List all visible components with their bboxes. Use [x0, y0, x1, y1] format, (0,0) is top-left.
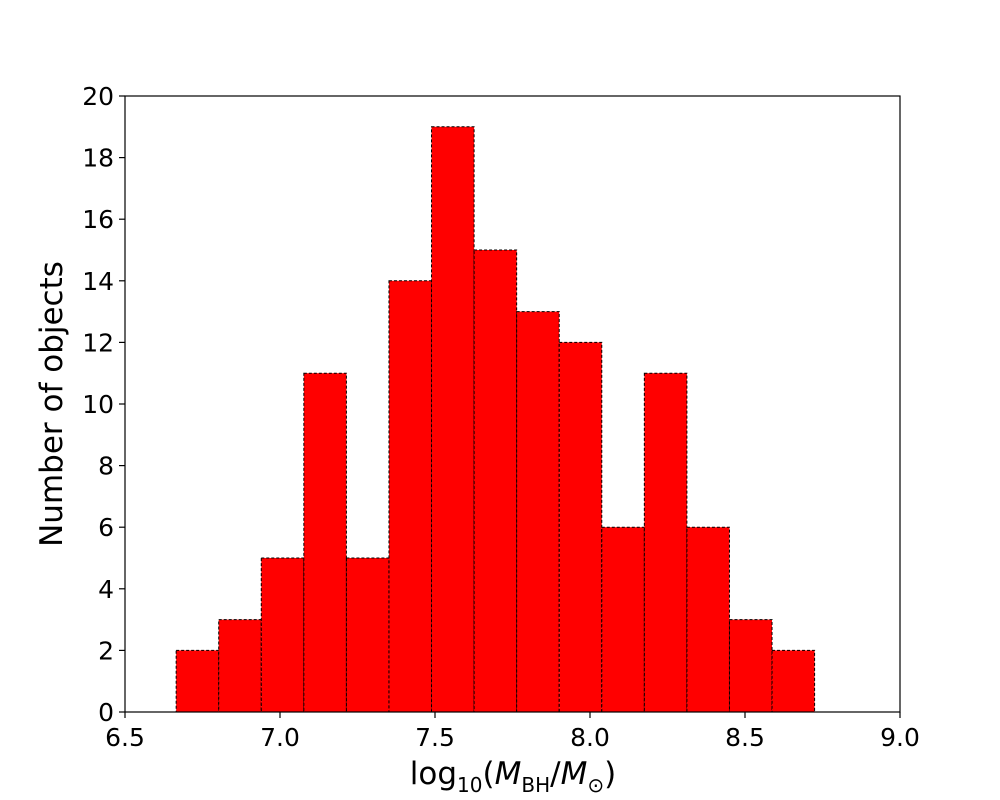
y-tick-label: 20: [82, 82, 114, 111]
x-label-prefix: log: [410, 756, 457, 792]
histogram-bar: [473, 249, 518, 713]
x-tick-label: 9.0: [880, 723, 920, 752]
histogram-bar: [558, 341, 603, 713]
x-tick-label: 7.0: [260, 723, 300, 752]
x-tick-label: 8.0: [570, 723, 610, 752]
histogram-bars: [175, 126, 816, 713]
x-label-numerator: M: [495, 756, 522, 792]
y-axis-ticks: 0 2 4 6 8 10 12 14 16 18 20: [82, 82, 125, 727]
x-axis-label: log10(MBH/M⊙): [410, 756, 616, 797]
y-tick-label: 6: [98, 513, 114, 542]
y-tick-label: 0: [98, 698, 114, 727]
y-tick-label: 18: [82, 144, 114, 173]
histogram-bar: [388, 280, 433, 713]
x-tick-label: 7.5: [415, 723, 455, 752]
x-label-denominator-sub: ⊙: [587, 773, 604, 797]
y-tick-label: 4: [98, 575, 114, 604]
y-tick-label: 16: [82, 205, 114, 234]
x-tick-label: 8.5: [725, 723, 765, 752]
histogram-bar: [260, 557, 305, 713]
x-label-open-paren: (: [483, 756, 495, 792]
x-label-slash: /: [550, 756, 561, 792]
histogram-bar: [303, 372, 347, 713]
y-tick-label: 8: [98, 452, 114, 481]
y-axis-label: Number of objects: [34, 261, 70, 547]
histogram-bar: [601, 526, 645, 713]
x-label-log-base: 10: [457, 773, 482, 797]
y-tick-label: 2: [98, 636, 114, 665]
histogram-bar: [643, 372, 688, 713]
histogram-bar: [728, 619, 773, 713]
y-tick-label: 14: [82, 267, 114, 296]
x-label-close-paren: ): [604, 756, 616, 792]
histogram-bar: [686, 526, 730, 713]
x-label-numerator-sub: BH: [521, 773, 550, 797]
y-tick-label: 10: [82, 390, 114, 419]
histogram-bar: [345, 557, 390, 713]
x-label-denominator: M: [561, 756, 588, 792]
histogram-bar: [771, 649, 816, 713]
y-tick-label: 12: [82, 328, 114, 357]
histogram-bar: [431, 126, 475, 713]
histogram-bar: [516, 311, 560, 713]
x-tick-label: 6.5: [105, 723, 145, 752]
histogram-bar: [175, 649, 220, 713]
x-axis-ticks: 6.5 7.0 7.5 8.0 8.5 9.0: [105, 712, 920, 752]
histogram-bar: [218, 619, 262, 713]
